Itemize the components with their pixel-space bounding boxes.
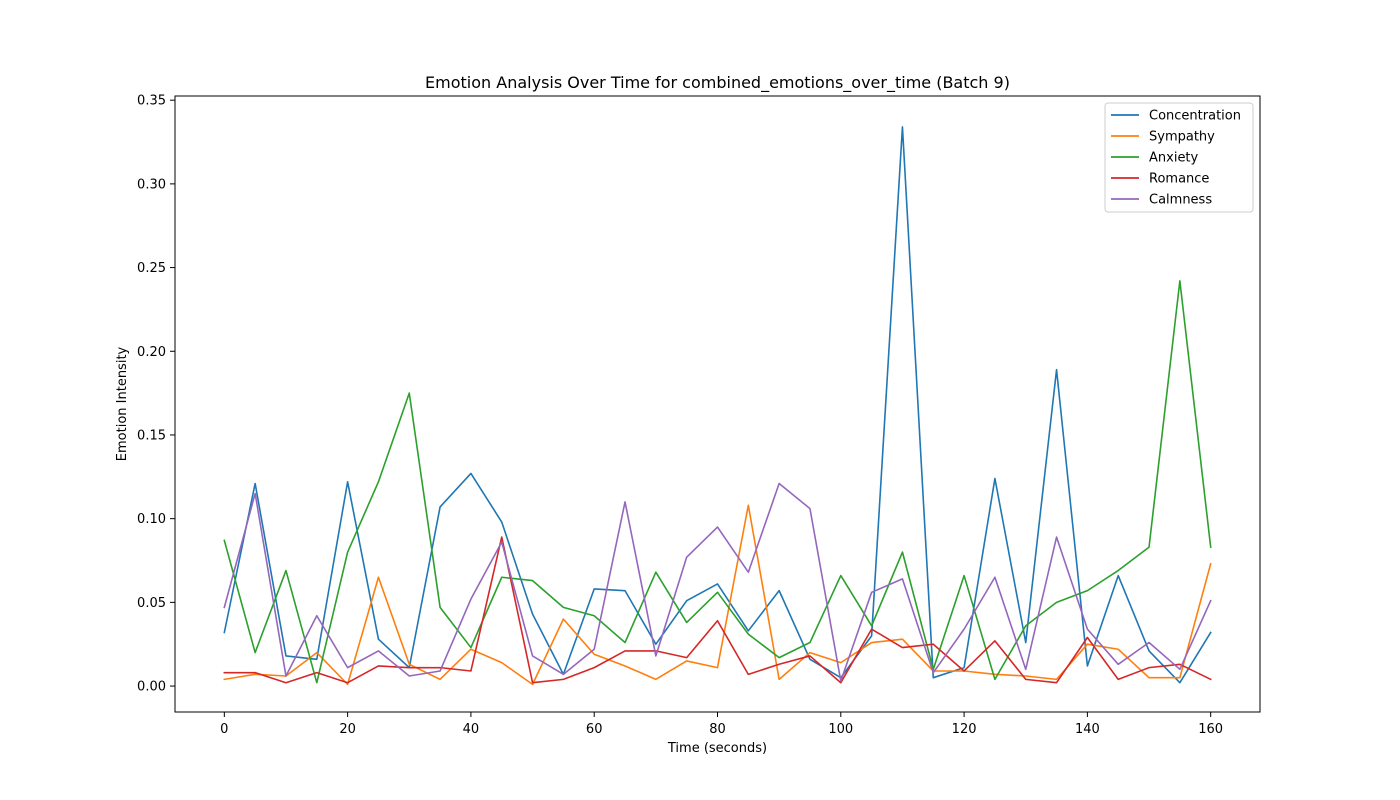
x-tick-label: 40 <box>463 722 480 737</box>
y-tick-label: 0.05 <box>137 596 166 611</box>
y-tick-label: 0.00 <box>137 680 166 695</box>
y-tick-label: 0.20 <box>137 345 166 360</box>
y-tick-label: 0.10 <box>137 512 166 527</box>
series-line-romance <box>223 536 1212 684</box>
x-tick-label: 100 <box>828 722 853 737</box>
y-tick-label: 0.30 <box>137 177 166 192</box>
y-axis: 0.00 0.05 0.10 0.15 0.20 0.25 0.30 0.35 <box>137 94 175 695</box>
series-layer <box>223 126 1212 686</box>
x-tick-label: 120 <box>952 722 977 737</box>
plot-area <box>174 95 1261 713</box>
series-line-concentration <box>223 126 1212 684</box>
x-tick-label: 60 <box>586 722 603 737</box>
legend: Concentration Sympathy Anxiety Romance Calmn… <box>1104 102 1254 213</box>
x-axis-title: Time (seconds) <box>667 741 767 756</box>
x-tick-label: 20 <box>339 722 356 737</box>
y-tick-label: 0.15 <box>137 428 166 443</box>
x-tick-label: 160 <box>1198 722 1223 737</box>
series-line-sympathy <box>223 504 1212 686</box>
legend-label-romance: Romance <box>1149 172 1209 187</box>
legend-label-calmness: Calmness <box>1149 193 1212 208</box>
x-tick-label: 80 <box>709 722 726 737</box>
legend-label-concentration: Concentration <box>1149 109 1241 124</box>
series-line-calmness <box>223 482 1212 682</box>
y-tick-label: 0.25 <box>137 261 166 276</box>
legend-label-sympathy: Sympathy <box>1149 130 1215 145</box>
chart-title: Emotion Analysis Over Time for combined_… <box>425 73 1010 93</box>
plot-background <box>175 96 1260 712</box>
series-line-anxiety <box>223 280 1212 684</box>
legend-frame <box>1104 102 1254 213</box>
legend-label-anxiety: Anxiety <box>1149 151 1199 166</box>
y-tick-label: 0.35 <box>137 94 166 109</box>
x-tick-label: 0 <box>220 722 228 737</box>
x-axis: 0 20 40 60 80 100 120 140 160 <box>220 712 1223 737</box>
x-tick-label: 140 <box>1075 722 1100 737</box>
y-axis-title: Emotion Intensity <box>115 346 130 461</box>
